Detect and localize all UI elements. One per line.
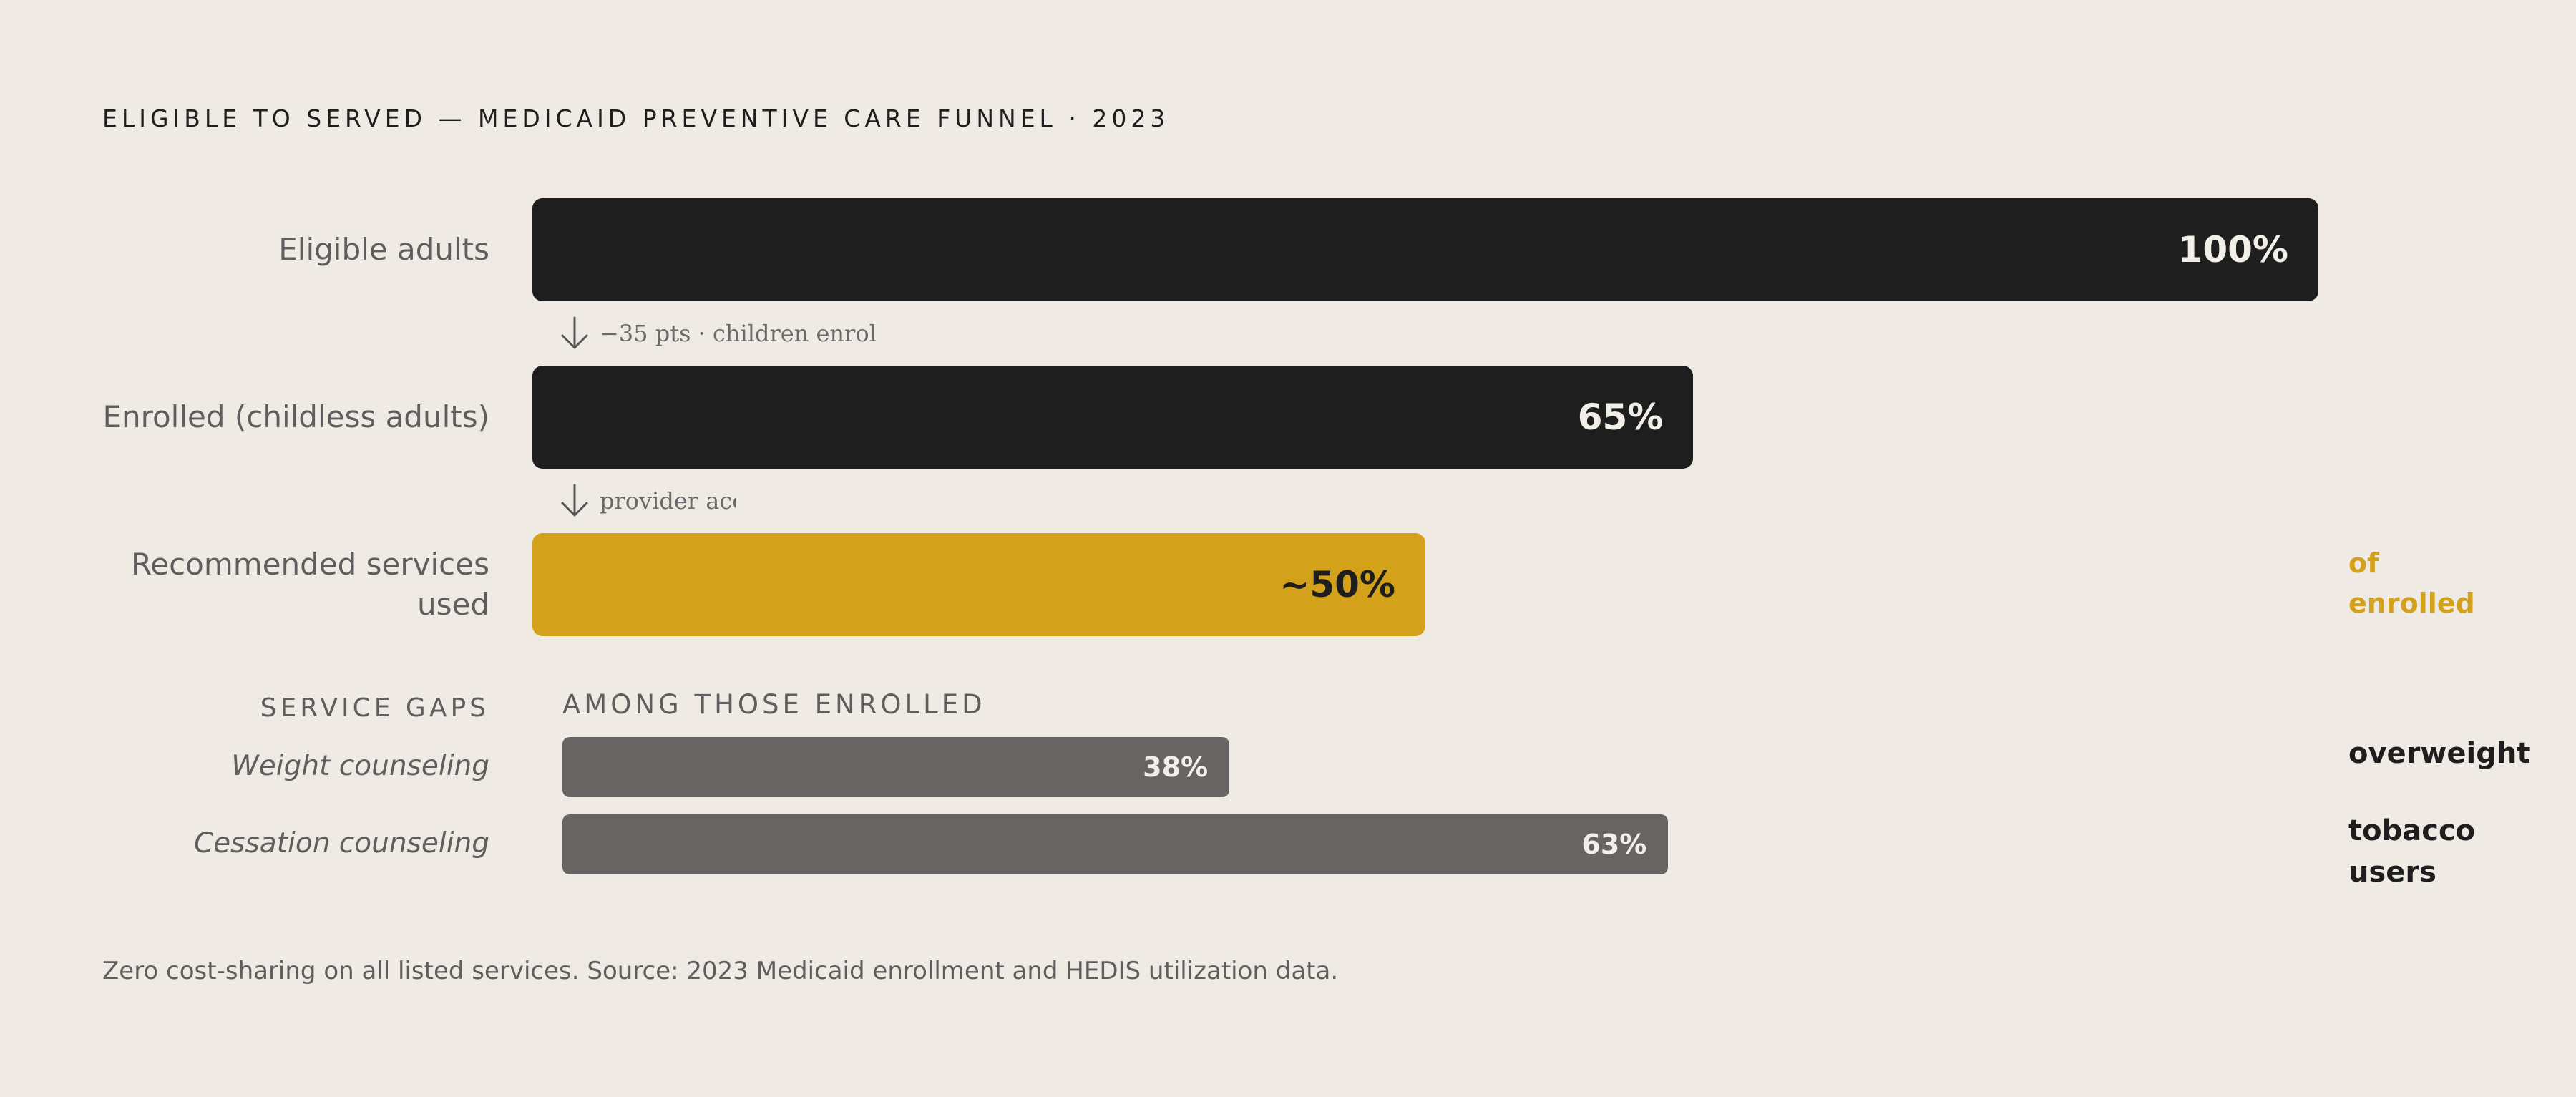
bar-value-label: 100%	[2177, 229, 2288, 270]
stage-label-eligible-adults: Eligible adults	[278, 232, 489, 267]
drop-annotation-text: −35 pts · children enrol	[600, 320, 877, 347]
gap-label: Weight counseling	[231, 750, 489, 782]
gap-annotation: tobacco users	[2348, 814, 2476, 889]
bar-value-label: ~50%	[1279, 564, 1395, 605]
footnote: Zero cost-sharing on all listed services…	[102, 957, 1339, 985]
bar-value-label: 65%	[1577, 396, 1664, 438]
gap-value-label: 63%	[1581, 829, 1647, 860]
stage-label-recommended-services-used: Recommended services used	[130, 547, 489, 622]
stage-label-enrolled-childless-adults: Enrolled (childless adults)	[102, 399, 489, 434]
gap-bar: 38%	[562, 737, 1230, 797]
service-gaps-heading: SERVICE GAPS	[260, 693, 489, 723]
gap-value-label: 38%	[1143, 751, 1209, 783]
funnel-bar-enrolled-childless-adults: 65%	[532, 366, 1694, 469]
gap-label: Cessation counseling	[193, 827, 489, 859]
drop-annotation: −35 pts · children enrol	[558, 312, 877, 355]
gap-annotation: overweight	[2348, 737, 2531, 770]
funnel-bar-recommended-services-used: ~50%	[532, 533, 1425, 636]
service-gaps-subheading: AMONG THOSE ENROLLED	[562, 689, 986, 720]
arrow-down-icon	[558, 482, 600, 520]
chart-title: ELIGIBLE TO SERVED — MEDICAID PREVENTIVE…	[102, 104, 1170, 132]
drop-annotation-text: provider acces	[600, 487, 736, 515]
arrow-down-icon	[558, 315, 600, 352]
gap-bar: 63%	[562, 814, 1669, 874]
funnel-annotation: of enrolled	[2348, 547, 2475, 619]
drop-annotation: provider acces	[558, 479, 736, 522]
funnel-bar-eligible-adults: 100%	[532, 198, 2318, 301]
